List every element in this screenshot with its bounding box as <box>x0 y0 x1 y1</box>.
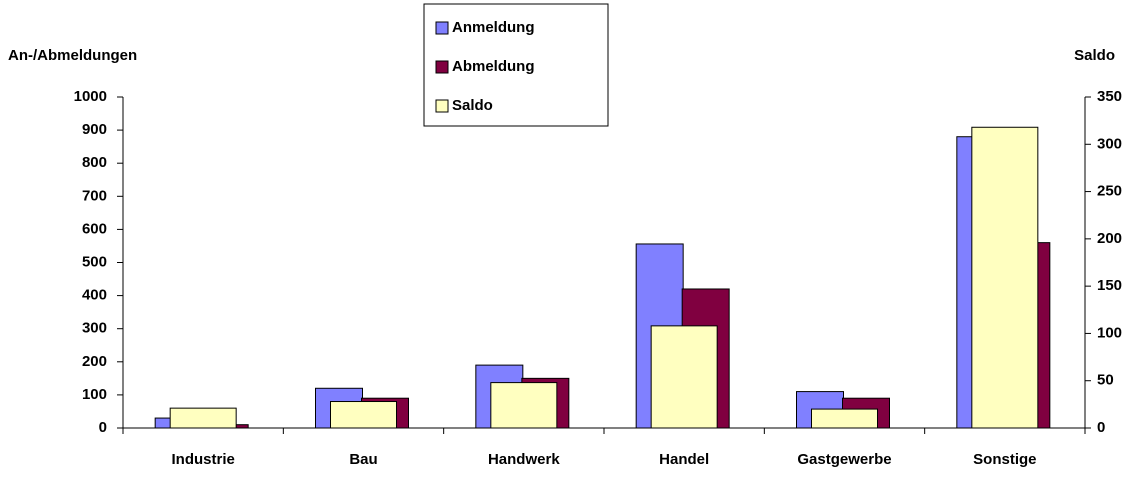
x-tick-label: Gastgewerbe <box>797 451 891 468</box>
legend-label: Anmeldung <box>452 19 535 36</box>
y-tick-label: 200 <box>82 353 107 370</box>
y2-tick-label: 150 <box>1097 277 1122 294</box>
legend-swatch <box>435 99 449 113</box>
y2-tick-label: 250 <box>1097 183 1122 200</box>
bar <box>650 325 718 429</box>
y2-tick-label: 0 <box>1097 419 1105 436</box>
y-axis-title: An-/Abmeldungen <box>8 47 137 64</box>
x-tick-label: Sonstige <box>973 451 1036 468</box>
legend-swatch <box>435 21 449 35</box>
x-tick-label: Handel <box>659 451 709 468</box>
y-tick-label: 700 <box>82 187 107 204</box>
bar <box>169 407 237 429</box>
y-tick-label: 900 <box>82 121 107 138</box>
y2-axis-title: Saldo <box>1074 47 1115 64</box>
legend <box>423 3 609 127</box>
y2-tick-label: 200 <box>1097 230 1122 247</box>
bar <box>811 408 878 429</box>
y-tick-label: 800 <box>82 154 107 171</box>
bar <box>330 401 397 429</box>
y2-tick-label: 350 <box>1097 88 1122 105</box>
bar <box>490 382 558 429</box>
y-tick-label: 0 <box>99 419 107 436</box>
legend-label: Abmeldung <box>452 58 535 75</box>
x-tick-label: Industrie <box>171 451 234 468</box>
y2-tick-label: 300 <box>1097 135 1122 152</box>
y2-tick-label: 50 <box>1097 372 1114 389</box>
legend-label: Saldo <box>452 97 493 114</box>
y-tick-label: 1000 <box>74 88 107 105</box>
y-tick-label: 500 <box>82 253 107 270</box>
y-tick-label: 100 <box>82 386 107 403</box>
x-tick-label: Handwerk <box>488 451 560 468</box>
y2-tick-label: 100 <box>1097 324 1122 341</box>
x-tick-label: Bau <box>349 451 377 468</box>
y-tick-label: 300 <box>82 320 107 337</box>
legend-swatch <box>435 60 449 74</box>
y-tick-label: 400 <box>82 287 107 304</box>
y-tick-label: 600 <box>82 220 107 237</box>
bar <box>971 126 1039 429</box>
